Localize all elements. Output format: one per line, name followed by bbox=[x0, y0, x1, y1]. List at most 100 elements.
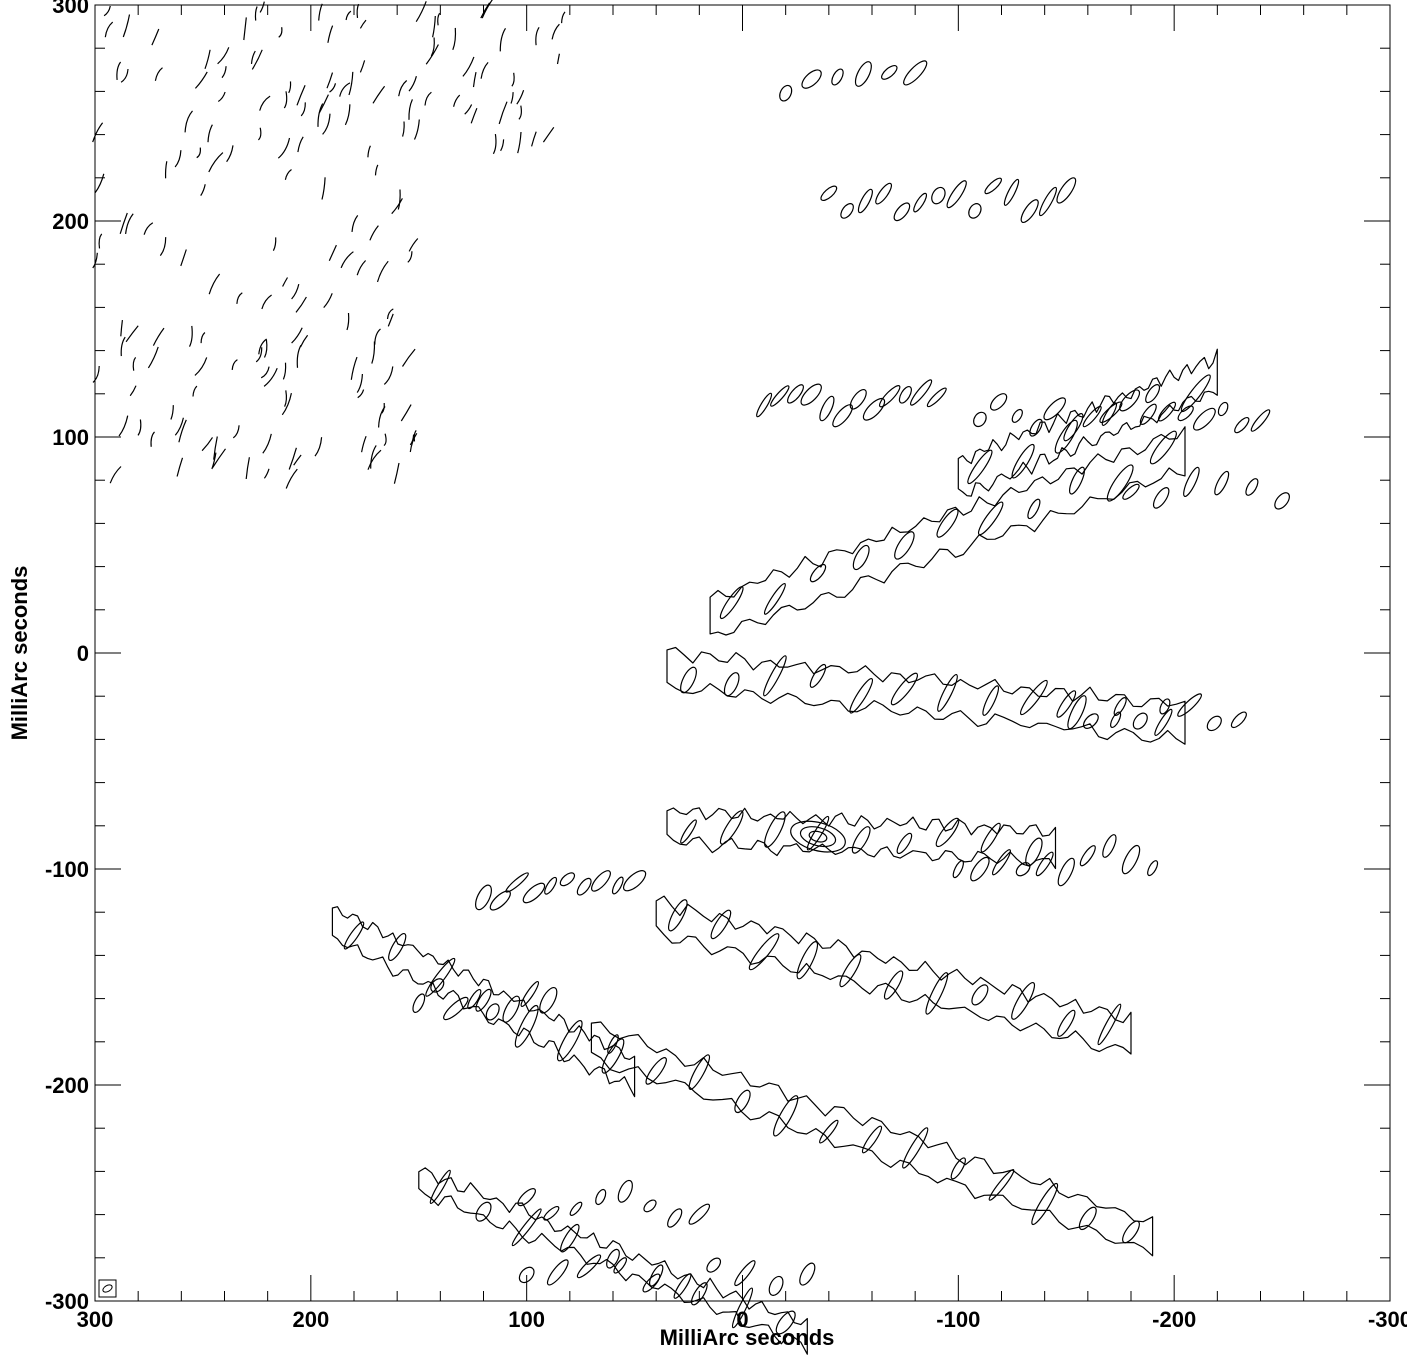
streak-contour bbox=[221, 66, 227, 79]
blob-contour bbox=[1274, 492, 1290, 510]
streak-contour bbox=[201, 437, 214, 452]
band-blob bbox=[896, 832, 913, 855]
band-blob bbox=[667, 899, 688, 932]
blob-contour bbox=[1183, 466, 1200, 497]
streak-contour bbox=[251, 49, 263, 70]
streak-contour bbox=[194, 357, 208, 376]
band-blob bbox=[556, 1020, 583, 1062]
band-blob bbox=[719, 810, 744, 845]
streak-contour bbox=[386, 308, 394, 320]
streak-contour bbox=[204, 49, 211, 70]
streak-contour bbox=[517, 131, 522, 154]
streak-contour bbox=[92, 122, 104, 143]
streak-contour bbox=[400, 404, 412, 422]
blob-contour bbox=[642, 1273, 661, 1293]
streak-contour bbox=[425, 44, 439, 65]
streak-contour bbox=[180, 249, 187, 267]
streak-contour bbox=[518, 105, 522, 120]
blob-contour bbox=[819, 395, 835, 422]
blob-contour bbox=[1043, 397, 1067, 421]
streak-contour bbox=[413, 430, 417, 442]
band-blob bbox=[852, 544, 870, 571]
blob-contour bbox=[1020, 199, 1039, 224]
streak-contour bbox=[257, 127, 262, 141]
blob-contour bbox=[517, 1188, 536, 1207]
blob-contour bbox=[559, 872, 576, 887]
blob-contour bbox=[518, 1266, 535, 1284]
streak-contour bbox=[357, 389, 365, 399]
blob-contour bbox=[1029, 418, 1043, 437]
band-blob bbox=[1145, 384, 1161, 404]
streak-contour bbox=[92, 365, 100, 383]
blob-contour bbox=[613, 1257, 628, 1274]
streak-contour bbox=[109, 466, 122, 484]
streak-contour bbox=[184, 110, 193, 133]
band-blob bbox=[1067, 695, 1087, 730]
streak-contour bbox=[326, 72, 334, 89]
streak-contour bbox=[430, 37, 435, 57]
band-blob bbox=[950, 1157, 966, 1180]
streak-contour bbox=[511, 72, 515, 87]
streak-contour bbox=[200, 184, 206, 196]
y-tick-labels: 300 200 100 0 -100 -200 -300 bbox=[45, 0, 89, 1314]
band-blob bbox=[935, 817, 960, 848]
blob-contour bbox=[840, 203, 854, 219]
band-blob bbox=[1122, 1220, 1140, 1244]
band-blob bbox=[988, 1168, 1015, 1201]
blob-contour bbox=[756, 392, 773, 418]
streak-contour bbox=[409, 434, 415, 446]
streak-contour bbox=[236, 292, 243, 304]
streak-contour bbox=[371, 341, 376, 364]
streak-contour bbox=[122, 14, 131, 38]
y-tick-label: 200 bbox=[52, 209, 89, 234]
streak-contour bbox=[147, 346, 159, 369]
streak-contour bbox=[361, 435, 367, 453]
blob-contour bbox=[878, 385, 901, 408]
x-tick-label: -100 bbox=[936, 1307, 980, 1332]
blob-contour bbox=[910, 379, 933, 406]
band-blob bbox=[894, 531, 915, 560]
streak-contour bbox=[369, 225, 379, 241]
band-blob bbox=[890, 672, 919, 706]
blob-contour bbox=[991, 849, 1012, 876]
band-blob bbox=[977, 501, 1004, 536]
blob-contour bbox=[520, 981, 540, 1007]
streak-contour bbox=[452, 27, 457, 51]
band-blob bbox=[796, 941, 819, 980]
band-blob bbox=[475, 988, 492, 1012]
blob-contour bbox=[430, 978, 445, 993]
streak-contour bbox=[120, 336, 126, 357]
band-blob bbox=[734, 1089, 751, 1114]
streak-contour bbox=[243, 17, 247, 41]
blob-contour bbox=[1245, 478, 1259, 496]
streak-contour bbox=[317, 103, 324, 127]
streak-contour bbox=[154, 67, 163, 81]
y-tick-label: 300 bbox=[52, 0, 89, 18]
band-blob bbox=[475, 1201, 492, 1222]
blob-contour bbox=[1110, 711, 1122, 729]
blob-contour bbox=[881, 64, 898, 80]
band-blob bbox=[1027, 498, 1041, 520]
band-blob bbox=[763, 655, 787, 697]
streak-contour bbox=[258, 338, 267, 355]
blob-contour bbox=[522, 882, 546, 904]
streak-contour bbox=[299, 334, 309, 348]
blob-contour bbox=[787, 384, 804, 404]
streak-contour bbox=[367, 449, 382, 470]
blob-contour bbox=[1234, 416, 1250, 434]
streak-contour bbox=[211, 452, 217, 470]
streak-contour bbox=[261, 294, 272, 310]
streak-contour bbox=[293, 454, 302, 466]
streak-contour bbox=[359, 19, 367, 29]
blob-contour bbox=[1056, 690, 1077, 718]
blob-contour bbox=[820, 185, 838, 202]
streak-contour bbox=[561, 11, 566, 24]
blob-contour bbox=[643, 1199, 657, 1213]
blob-contour bbox=[595, 1188, 607, 1206]
blob-contour bbox=[1177, 693, 1203, 717]
blob-contour bbox=[800, 383, 822, 406]
streak-contour bbox=[98, 233, 103, 249]
streak-contour bbox=[188, 325, 193, 347]
band-contour-right-arc bbox=[957, 348, 1218, 497]
streak-contour bbox=[531, 131, 537, 147]
